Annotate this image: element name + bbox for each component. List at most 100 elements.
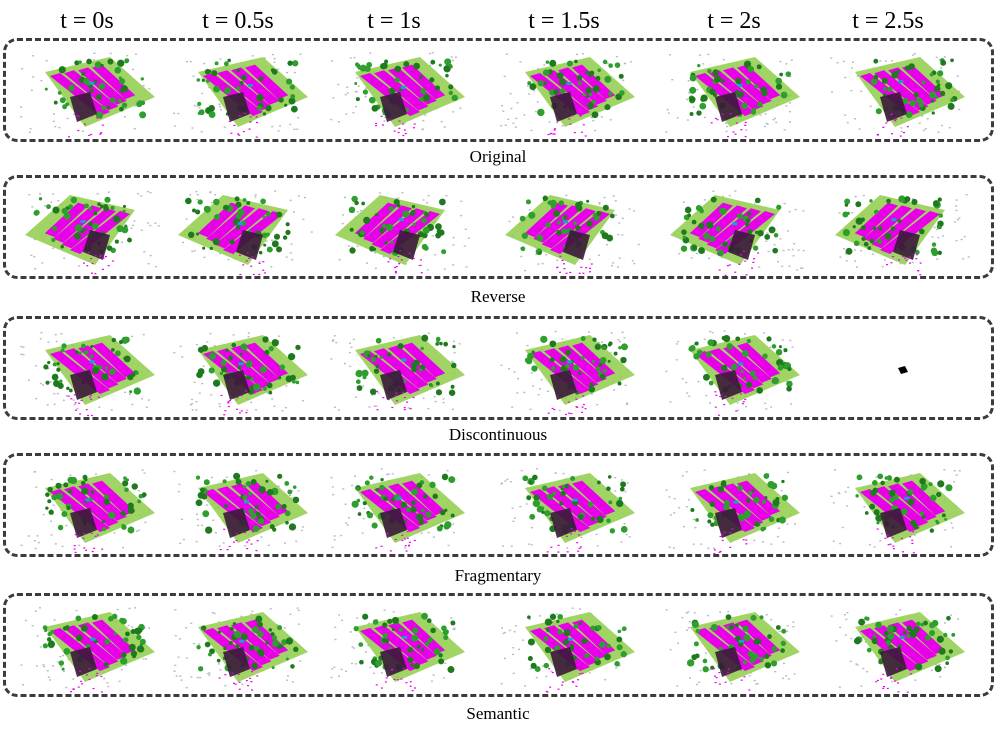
vehicle xyxy=(401,358,407,362)
building-point xyxy=(301,399,304,402)
road-stripe xyxy=(558,483,607,521)
building-point xyxy=(781,339,784,341)
vegetation-point xyxy=(354,200,359,206)
building-point xyxy=(271,125,274,128)
road-point xyxy=(731,528,734,530)
vegetation-point xyxy=(573,221,578,226)
building-point xyxy=(940,67,943,69)
vegetation-point xyxy=(73,232,82,240)
vegetation-point xyxy=(591,99,596,104)
vegetation-point xyxy=(858,618,866,626)
vegetation-point xyxy=(137,627,143,633)
scene-frame xyxy=(825,597,975,697)
scene-frame xyxy=(660,42,810,142)
building-point xyxy=(341,619,344,622)
vegetation-point xyxy=(57,524,64,531)
road-point xyxy=(99,133,102,135)
building-point xyxy=(864,641,867,643)
vegetation-point xyxy=(374,354,378,359)
building-point xyxy=(350,246,353,248)
residual-blob xyxy=(898,366,908,374)
vegetation-point xyxy=(448,476,456,484)
vegetation-point xyxy=(416,513,424,521)
vegetation-point xyxy=(250,479,257,485)
vegetation-point xyxy=(936,635,944,643)
building-point xyxy=(953,481,956,483)
vegetation-point xyxy=(106,105,111,110)
road-point xyxy=(90,257,93,260)
vegetation-point xyxy=(356,498,361,503)
road-point xyxy=(94,273,97,275)
building-point xyxy=(21,68,24,70)
vegetation-point xyxy=(195,475,201,480)
road-point xyxy=(90,394,93,396)
building-point xyxy=(623,337,626,339)
building-point xyxy=(711,332,714,334)
vegetation-point xyxy=(545,222,551,228)
vegetation-point xyxy=(379,355,383,359)
building-point xyxy=(785,63,788,65)
building-point xyxy=(508,629,511,632)
vegetation-point xyxy=(185,197,192,205)
building-point xyxy=(900,127,903,129)
road-point xyxy=(375,122,378,125)
vegetation-point xyxy=(602,345,606,350)
building-point xyxy=(251,610,254,613)
building-point xyxy=(192,642,195,645)
building-point xyxy=(450,617,453,619)
vegetation-point xyxy=(707,68,712,74)
vegetation-point xyxy=(292,379,296,384)
vegetation-point xyxy=(598,363,603,367)
building-point xyxy=(793,243,796,245)
vegetation-point xyxy=(947,102,955,110)
building-point xyxy=(208,674,211,676)
vegetation-point xyxy=(529,83,537,91)
building-point xyxy=(791,248,794,251)
building-point xyxy=(332,97,335,99)
vegetation-point xyxy=(53,100,58,105)
vegetation-point xyxy=(397,343,404,350)
vegetation-point xyxy=(577,514,584,520)
vegetation-point xyxy=(208,105,215,112)
vegetation-point xyxy=(538,251,542,255)
vegetation-point xyxy=(420,88,427,95)
building-point xyxy=(140,195,143,197)
building-point xyxy=(195,401,198,403)
building-point xyxy=(178,483,181,486)
building-point xyxy=(142,333,145,336)
building-point xyxy=(851,212,854,214)
vehicle xyxy=(899,635,905,639)
road-point xyxy=(72,688,75,690)
vegetation-point xyxy=(101,526,107,532)
building-point xyxy=(201,92,204,95)
road-point xyxy=(256,675,259,677)
vegetation-point xyxy=(223,646,227,651)
road-point xyxy=(403,407,406,409)
vegetation-point xyxy=(743,377,747,381)
road-point xyxy=(895,668,898,670)
road-point xyxy=(375,125,378,127)
building-point xyxy=(628,536,631,538)
building-point xyxy=(787,249,790,251)
building-point xyxy=(846,611,849,614)
building-point xyxy=(955,199,958,201)
vegetation-point xyxy=(80,624,88,632)
road-point xyxy=(402,134,405,137)
road-point xyxy=(572,681,575,683)
road-point xyxy=(405,550,408,552)
vegetation-point xyxy=(205,79,210,83)
vegetation-point xyxy=(744,63,749,67)
road-point xyxy=(229,251,232,253)
vegetation-point xyxy=(884,232,892,240)
vegetation-point xyxy=(113,632,117,636)
vegetation-point xyxy=(435,223,442,230)
scene-frame xyxy=(168,180,318,280)
building-point xyxy=(432,674,435,676)
vegetation-point xyxy=(208,652,212,657)
vegetation-point xyxy=(45,380,50,385)
building-point xyxy=(621,331,624,333)
building-point xyxy=(944,622,947,624)
building-point xyxy=(142,84,145,87)
building-point xyxy=(434,400,437,403)
vegetation-point xyxy=(292,496,300,504)
